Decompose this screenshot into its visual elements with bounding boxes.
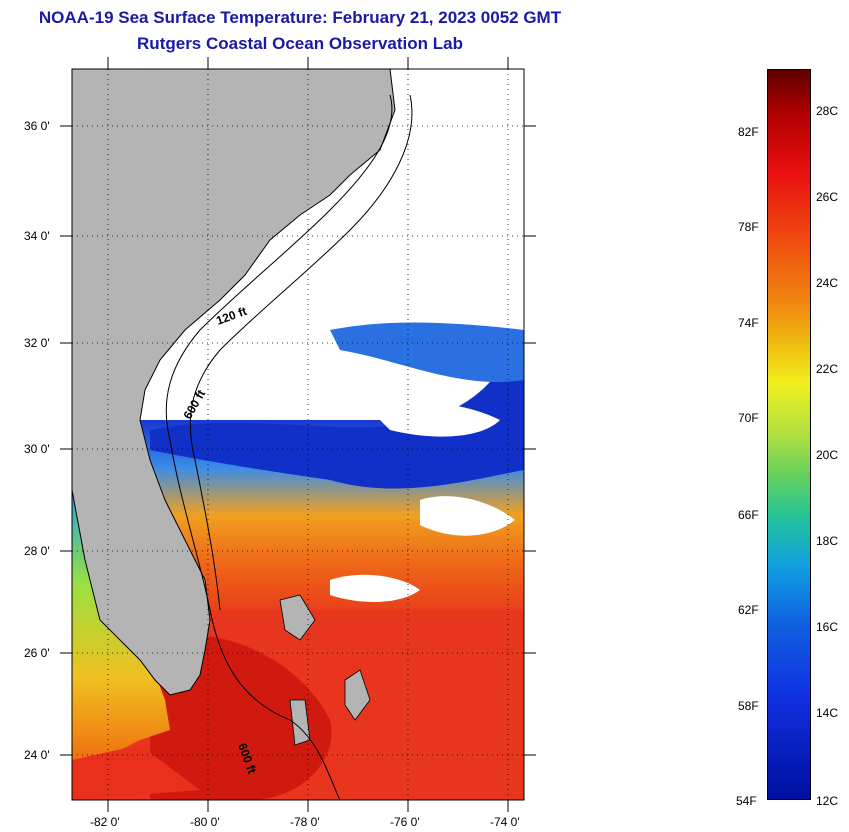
contour-line <box>189 94 413 611</box>
map-frame <box>71 68 525 801</box>
tick-marks <box>60 57 536 812</box>
colorbar-f-82: 82F <box>738 125 759 139</box>
cool-water-streak <box>150 330 524 489</box>
cloud-patch <box>420 496 515 536</box>
lat-label-32: 32 0' <box>24 336 50 350</box>
lat-label-28: 28 0' <box>24 544 50 558</box>
lon-label-74: -74 0' <box>490 815 520 829</box>
colorbar-c-24: 24C <box>816 276 839 290</box>
lat-label-34: 34 0' <box>24 229 50 243</box>
map-title: NOAA-19 Sea Surface Temperature: Februar… <box>38 8 562 27</box>
colorbar-c-14: 14C <box>816 706 839 720</box>
colorbar-f-58: 58F <box>738 699 759 713</box>
colorbar-c-26: 26C <box>816 190 839 204</box>
colorbar-f-74: 74F <box>738 316 759 330</box>
colorbar-f-78: 78F <box>738 220 759 234</box>
lon-label-78: -78 0' <box>290 815 320 829</box>
island <box>279 594 316 641</box>
cloud-patch <box>370 402 500 437</box>
lon-label-80: -80 0' <box>190 815 220 829</box>
grid <box>72 69 524 800</box>
colorbar-f-70: 70F <box>738 411 759 425</box>
colorbar-c-12: 12C <box>816 794 839 808</box>
contour-line <box>165 94 393 801</box>
cool-water-northern <box>330 322 524 383</box>
colorbar-c-20: 20C <box>816 448 839 462</box>
lat-label-30: 30 0' <box>24 442 50 456</box>
colorbar-f-54: 54F <box>736 794 757 808</box>
colorbar-f-62: 62F <box>738 603 759 617</box>
lon-label-76: -76 0' <box>390 815 420 829</box>
colorbar-c-18: 18C <box>816 534 839 548</box>
colorbar-c-16: 16C <box>816 620 839 634</box>
lat-label-24: 24 0' <box>24 748 50 762</box>
map-subtitle: Rutgers Coastal Ocean Observation Lab <box>137 34 463 53</box>
cloud-patch <box>330 574 420 602</box>
temperature-colorbar <box>767 69 811 800</box>
colorbar-c-22: 22C <box>816 362 839 376</box>
lat-label-36: 36 0' <box>24 119 50 133</box>
florida-straits-water <box>72 745 200 800</box>
landmass <box>71 68 396 696</box>
lon-label-82: -82 0' <box>90 815 120 829</box>
colorbar-f-66: 66F <box>738 508 759 522</box>
island <box>344 669 371 721</box>
colorbar-c-28: 28C <box>816 104 839 118</box>
lat-label-26: 26 0' <box>24 646 50 660</box>
